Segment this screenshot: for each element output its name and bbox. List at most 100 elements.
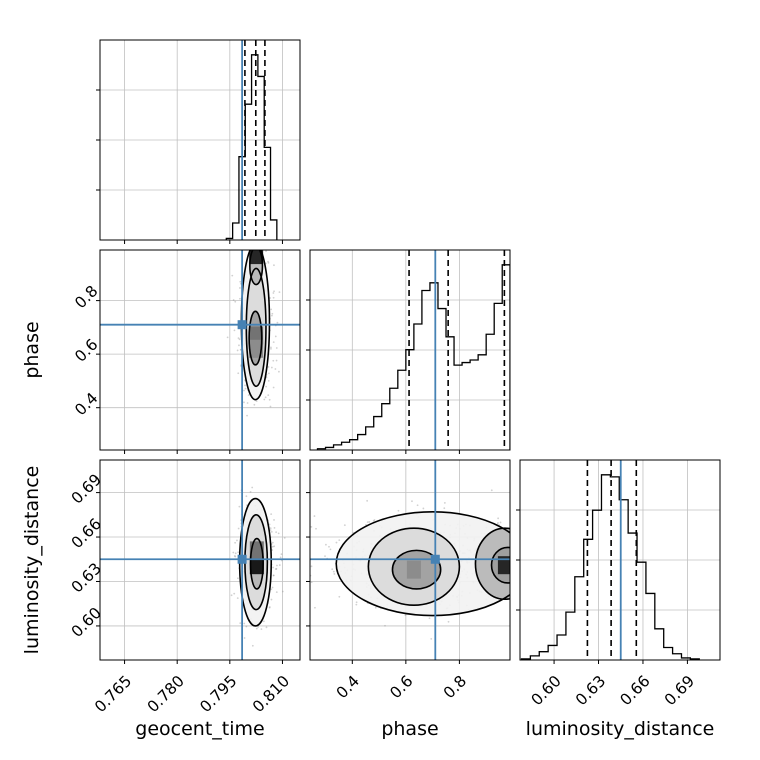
sample-point — [298, 546, 300, 548]
y-tick-label-phase: 0.6 — [71, 336, 101, 366]
sample-point — [232, 551, 235, 554]
sample-point — [268, 606, 271, 608]
sample-point — [331, 568, 334, 571]
sample-point — [239, 280, 242, 283]
sample-point — [310, 525, 313, 528]
panel-frame — [309, 459, 511, 661]
y-tick-label-phase: 0.4 — [71, 389, 101, 419]
sample-point — [416, 504, 419, 507]
sample-point — [273, 545, 276, 548]
sample-point — [238, 344, 240, 347]
sample-point — [384, 624, 386, 627]
sample-point — [238, 505, 241, 508]
y-tick-label-luminosity_distance: 0.63 — [68, 559, 105, 596]
sample-point — [443, 507, 446, 510]
joint-geocent_time-luminosity_distance — [100, 460, 300, 660]
sample-point — [273, 264, 275, 267]
sample-point — [272, 386, 275, 389]
panel-frame — [99, 459, 301, 661]
sample-point — [255, 400, 258, 403]
sample-point — [290, 554, 292, 556]
sample-point — [366, 521, 369, 523]
contour-line — [391, 549, 442, 590]
sample-point — [335, 541, 338, 544]
sample-point — [271, 545, 274, 548]
sample-point — [244, 384, 246, 387]
sample-point — [329, 548, 332, 551]
sample-point — [531, 603, 533, 605]
sample-point — [275, 531, 278, 534]
sample-point — [315, 527, 317, 530]
sample-point — [268, 398, 271, 401]
sample-point — [238, 338, 241, 341]
sample-point — [276, 321, 279, 324]
sample-point — [269, 529, 272, 531]
frame-layer — [99, 39, 721, 661]
density-cell — [249, 339, 264, 358]
y-tick-label-phase: 0.8 — [71, 282, 101, 312]
sample-point — [239, 622, 242, 625]
sample-point — [232, 299, 235, 301]
sample-point — [324, 555, 326, 558]
sample-point — [497, 517, 500, 520]
sample-point — [230, 594, 233, 597]
x-tick-label-phase: 0.8 — [440, 672, 470, 702]
sample-point — [234, 555, 237, 558]
sample-point — [536, 555, 538, 557]
sample-point — [275, 567, 278, 570]
histogram-step — [316, 264, 510, 450]
sample-point — [328, 545, 330, 548]
sample-point — [291, 548, 293, 550]
sample-point — [237, 372, 240, 375]
sample-point — [237, 551, 240, 554]
sample-point — [267, 394, 270, 397]
y-tick-label-luminosity_distance: 0.60 — [68, 604, 105, 641]
sample-point — [270, 513, 273, 516]
sample-point — [237, 577, 239, 580]
contour-line — [474, 527, 510, 601]
sample-point — [343, 524, 346, 527]
sample-point — [243, 389, 245, 392]
sample-point — [404, 614, 407, 617]
sample-point — [372, 520, 375, 522]
sample-point — [515, 576, 517, 578]
sample-point — [273, 526, 276, 529]
sample-point — [443, 502, 446, 504]
sample-point — [276, 564, 278, 567]
sample-point — [267, 379, 270, 382]
sample-point — [512, 524, 514, 526]
density-cell — [406, 560, 421, 579]
sample-point — [278, 564, 281, 566]
x-tick-label-phase: 0.4 — [333, 672, 363, 702]
x-axis-label-phase: phase — [381, 718, 438, 740]
sample-point — [238, 287, 241, 289]
sample-point — [236, 349, 239, 352]
sample-point — [373, 519, 376, 521]
histogram-step — [225, 54, 278, 240]
sample-point — [290, 587, 292, 589]
sample-point — [515, 545, 517, 547]
sample-point — [303, 556, 305, 558]
sample-point — [246, 402, 249, 404]
sample-point — [272, 359, 275, 362]
sample-point — [262, 620, 265, 623]
x-tick-label-geocent_time: 0.780 — [144, 672, 188, 716]
sample-point — [265, 385, 268, 388]
sample-point — [355, 603, 358, 606]
sample-point — [277, 532, 280, 535]
density-cell — [249, 250, 264, 265]
truth-marker — [237, 320, 247, 330]
sample-point — [253, 403, 256, 406]
sample-point — [524, 579, 526, 581]
sample-point — [268, 523, 271, 526]
sample-point — [239, 348, 242, 351]
sample-point — [249, 490, 252, 493]
joint-phase-luminosity_distance — [290, 460, 538, 660]
sample-point — [333, 573, 336, 575]
sample-point — [264, 228, 266, 230]
sample-point — [263, 398, 266, 401]
sample-point — [234, 300, 237, 303]
sample-point — [237, 337, 240, 340]
sample-point — [265, 626, 268, 629]
sample-point — [270, 366, 273, 369]
